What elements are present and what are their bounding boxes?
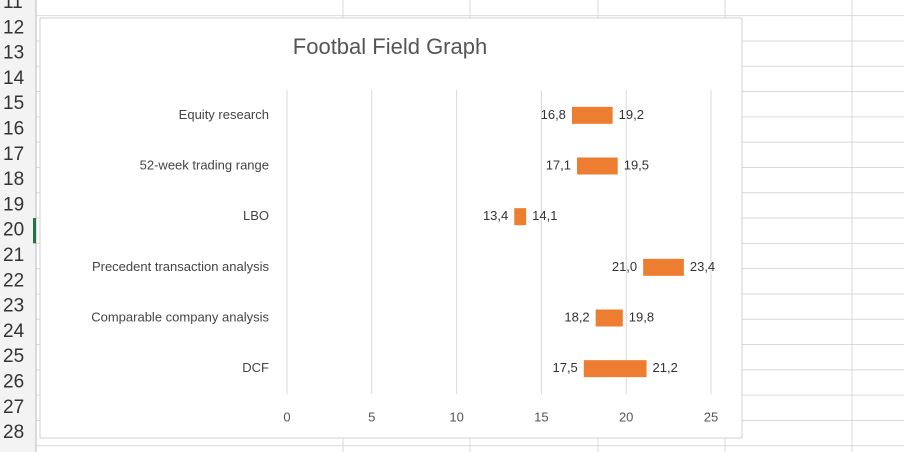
row-number: 17 <box>3 144 24 165</box>
x-tick-label: 5 <box>368 409 375 424</box>
category-label: Comparable company analysis <box>91 309 269 324</box>
row-number: 26 <box>3 372 24 393</box>
x-tick-label: 0 <box>283 409 290 424</box>
row-number: 24 <box>3 321 25 342</box>
row-number: 18 <box>3 169 24 190</box>
high-label: 19,2 <box>619 107 644 122</box>
row-number: 13 <box>3 43 24 64</box>
category-label: 52-week trading range <box>140 157 269 172</box>
range-bar <box>577 157 618 175</box>
row-number: 19 <box>3 194 24 215</box>
row-number: 11 <box>3 0 23 13</box>
range-bar <box>571 106 613 124</box>
chart-title: Footbal Field Graph <box>293 34 487 59</box>
high-label: 19,5 <box>624 157 649 172</box>
low-label: 21,0 <box>612 259 637 274</box>
row-number: 14 <box>3 68 25 89</box>
high-label: 14,1 <box>532 208 557 223</box>
row-number: 23 <box>3 296 24 317</box>
x-tick-label: 15 <box>534 409 548 424</box>
low-label: 16,8 <box>541 107 566 122</box>
selected-row-marker <box>33 218 36 244</box>
x-tick-label: 10 <box>449 409 463 424</box>
low-label: 17,1 <box>546 157 571 172</box>
range-bar <box>643 258 684 276</box>
range-bar <box>595 309 623 327</box>
row-numbers: 11 12 13 14 15 16 17 18 19 20 21 22 23 24 25 26 27 28 <box>3 0 36 443</box>
range-bar <box>514 208 527 226</box>
high-label: 21,2 <box>653 360 678 375</box>
row-number: 15 <box>3 93 24 114</box>
low-label: 13,4 <box>483 208 508 223</box>
x-tick-label: 25 <box>704 409 718 424</box>
x-tick-label: 20 <box>619 409 633 424</box>
row-number: 16 <box>3 119 24 140</box>
row-number: 28 <box>3 422 24 443</box>
range-bar <box>583 360 647 378</box>
low-label: 18,2 <box>564 309 589 324</box>
high-label: 23,4 <box>690 259 715 274</box>
row-number: 12 <box>3 17 24 38</box>
category-label: Equity research <box>179 107 269 122</box>
category-label: LBO <box>243 208 269 223</box>
row-number: 25 <box>3 346 24 367</box>
row-number: 21 <box>3 245 24 266</box>
plot: 0 5 10 15 20 25 Equity research 16,8 19,2 52-week… <box>91 90 718 424</box>
row-number: 27 <box>3 397 24 418</box>
row-header <box>0 0 36 452</box>
row-number: 22 <box>3 270 24 291</box>
high-label: 19,8 <box>629 309 654 324</box>
category-label: DCF <box>242 360 269 375</box>
row-number: 20 <box>3 220 24 241</box>
category-label: Precedent transaction analysis <box>92 259 270 274</box>
low-label: 17,5 <box>552 360 577 375</box>
